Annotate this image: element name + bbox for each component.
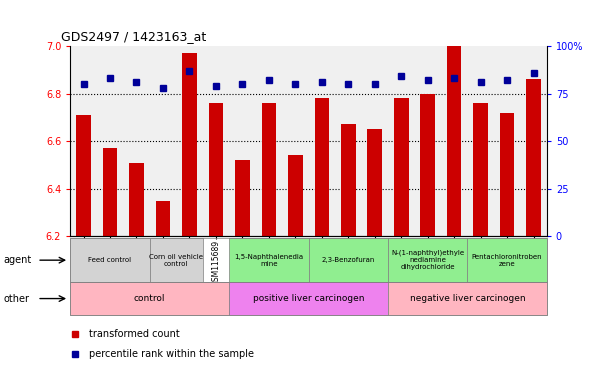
Bar <box>394 98 409 236</box>
Bar <box>182 53 197 236</box>
Text: Feed control: Feed control <box>89 257 131 263</box>
Text: GDS2497 / 1423163_at: GDS2497 / 1423163_at <box>60 30 206 43</box>
Bar <box>208 103 223 236</box>
Bar <box>467 238 547 282</box>
Text: Corn oil vehicle
control: Corn oil vehicle control <box>149 254 203 266</box>
Bar <box>229 238 309 282</box>
Text: percentile rank within the sample: percentile rank within the sample <box>89 349 254 359</box>
Bar <box>309 238 388 282</box>
Bar <box>129 162 144 236</box>
Text: control: control <box>134 294 166 303</box>
Bar <box>388 282 547 315</box>
Bar <box>150 238 203 282</box>
Bar <box>526 79 541 236</box>
Text: other: other <box>3 293 29 304</box>
Bar <box>156 200 170 236</box>
Bar <box>235 160 250 236</box>
Bar <box>70 238 150 282</box>
Text: negative liver carcinogen: negative liver carcinogen <box>409 294 525 303</box>
Bar <box>500 113 514 236</box>
Bar <box>70 282 229 315</box>
Bar <box>262 103 276 236</box>
Bar <box>288 156 302 236</box>
Bar <box>315 98 329 236</box>
Bar <box>420 94 435 236</box>
Text: positive liver carcinogen: positive liver carcinogen <box>253 294 364 303</box>
Bar <box>229 282 388 315</box>
Text: 1,5-Naphthalenedia
mine: 1,5-Naphthalenedia mine <box>234 254 304 266</box>
Bar <box>103 148 117 236</box>
Bar <box>388 238 467 282</box>
Bar <box>341 124 356 236</box>
Text: transformed count: transformed count <box>89 329 180 339</box>
Bar <box>76 115 91 236</box>
Bar <box>447 46 461 236</box>
Bar <box>474 103 488 236</box>
Bar <box>367 129 382 236</box>
Text: Pentachloronitroben
zene: Pentachloronitroben zene <box>472 254 543 266</box>
Text: N-(1-naphthyl)ethyle
nediamine
dihydrochloride: N-(1-naphthyl)ethyle nediamine dihydroch… <box>391 250 464 270</box>
Text: agent: agent <box>3 255 31 265</box>
Text: 2,3-Benzofuran: 2,3-Benzofuran <box>321 257 375 263</box>
